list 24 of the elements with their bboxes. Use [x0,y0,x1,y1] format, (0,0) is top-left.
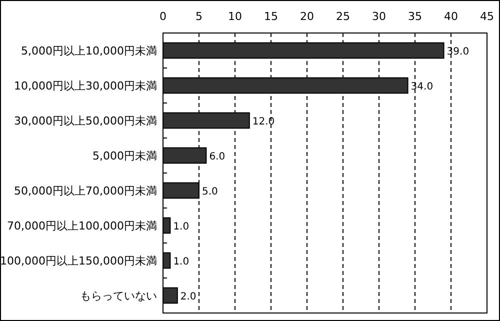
x-tick-label: 45 [480,10,494,23]
y-tick-label: もらっていない [80,290,157,302]
x-tick-label: 25 [336,10,350,23]
x-tick-label: 30 [372,10,386,23]
y-tick-label: 5,000円以上10,000円未満 [21,44,157,58]
data-label: 1.0 [173,256,190,268]
data-label: 6.0 [209,152,226,162]
data-label: 12.0 [252,116,275,128]
y-tick-label: 5,000円未満 [92,150,157,162]
data-label: 2.0 [180,292,196,302]
y-tick-label: 50,000円以上70,000円未満 [14,184,157,198]
y-tick-label: 30,000円以上50,000円未満 [14,114,157,128]
data-label: 1.0 [173,222,190,232]
x-tick-label: 10 [228,10,242,23]
x-tick-label: 0 [160,10,166,23]
y-tick-label: 10,000円以上30,000円未満 [14,80,157,92]
y-tick-label: 70,000円以上100,000円未満 [7,220,157,232]
x-tick-label: 15 [264,10,278,23]
x-tick-label: 40 [444,10,458,23]
x-tick-label: 20 [300,10,314,23]
x-tick-label: 5 [196,10,202,23]
data-label: 5.0 [202,186,218,198]
x-tick-label: 35 [408,10,422,23]
y-tick-label: 100,000円以上150,000円未満 [0,254,157,268]
